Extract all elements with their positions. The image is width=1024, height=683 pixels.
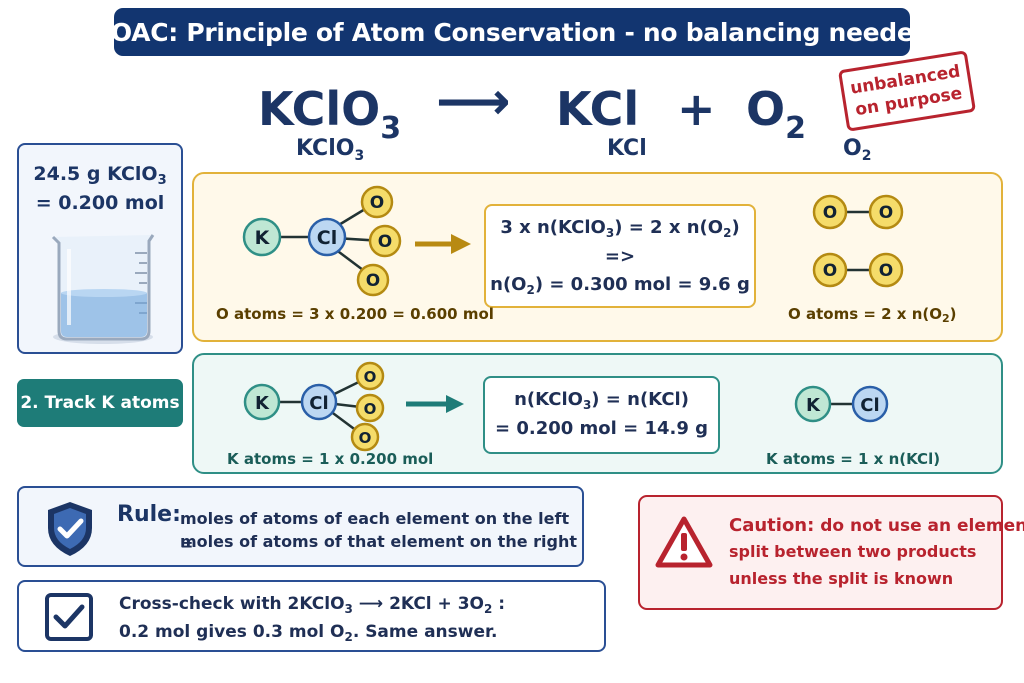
equation-product-kcl: KCl [556, 82, 640, 136]
checkbox-checked-icon [45, 593, 93, 641]
svg-text:O: O [823, 203, 837, 223]
column-header-kclo3: KClO3 [296, 136, 365, 164]
kcl-molecule: K Cl [794, 385, 889, 423]
cl-atom [300, 383, 338, 421]
o-atoms-right-caption: O atoms = 2 x n(O2) [788, 305, 957, 325]
rule-box: Rule: moles of atoms of each element on … [17, 486, 584, 567]
svg-text:Cl: Cl [309, 393, 328, 414]
cross-check-line-2: 0.2 mol gives 0.3 mol O2. Same answer. [119, 622, 498, 644]
shield-check-icon [48, 502, 92, 556]
equation-reactant: KClO 3 [258, 82, 402, 146]
beaker-icon [51, 234, 155, 344]
svg-text:O: O [823, 261, 837, 281]
o-atom [350, 422, 380, 452]
svg-text:O: O [364, 368, 377, 386]
o-atoms-left-caption: O atoms = 3 x 0.200 = 0.600 mol [216, 305, 494, 323]
svg-text:O: O [366, 271, 380, 291]
svg-text:O: O [359, 429, 372, 447]
svg-text:Cl: Cl [317, 227, 337, 249]
equation-plus: + [677, 82, 716, 136]
o-atom [868, 194, 904, 230]
column-header-kcl: KCl [607, 136, 647, 161]
o-atom [360, 185, 394, 219]
svg-text:K: K [255, 227, 271, 249]
rule-line-2: moles of atoms of that element on the ri… [180, 532, 577, 551]
o-atom [368, 224, 402, 258]
o-atom [812, 252, 848, 288]
cl-atom [851, 385, 889, 423]
rule-line-1: moles of atoms of each element on the le… [180, 509, 570, 554]
k-atom [794, 385, 832, 423]
rule-label: Rule: [117, 502, 181, 527]
svg-text:K: K [806, 395, 821, 416]
caution-box: Caution: do not use an element split bet… [638, 495, 1024, 610]
arrow-right-icon [406, 395, 464, 413]
o-atom [868, 252, 904, 288]
equation-arrow: ⟶ [436, 72, 511, 132]
mass-info-box: 24.5 g KClO3 = 0.200 mol [17, 143, 183, 354]
page-title: POAC: Principle of Atom Conservation - n… [93, 8, 931, 56]
svg-text:Cl: Cl [860, 395, 879, 416]
svg-text:O: O [370, 193, 384, 213]
svg-text:O: O [879, 203, 893, 223]
caution-line-2: split between two products [729, 542, 977, 561]
svg-text:K: K [255, 393, 270, 414]
o2-molecules: O O O O [812, 194, 904, 288]
o-atom [812, 194, 848, 230]
caution-line-1: Caution: do not use an element [729, 515, 1024, 536]
kclo3-molecule-o: K Cl O O O [242, 185, 402, 297]
unbalanced-stamp: unbalanced on purpose [837, 50, 977, 132]
svg-text:O: O [879, 261, 893, 281]
warning-triangle-icon [655, 516, 713, 568]
k-atoms-right-caption: K atoms = 1 x n(KCl) [766, 450, 941, 468]
cross-check-box: Cross-check with 2KClO3 ⟶ 2KCl + 3O2 : 0… [17, 580, 606, 652]
svg-text:O: O [364, 400, 377, 418]
kclo3-molecule-k: K Cl O O O [243, 361, 385, 452]
cl-atom [307, 217, 347, 257]
k-atoms-left-caption: K atoms = 1 x 0.200 mol [227, 450, 434, 468]
o-conservation-equation: 3 x n(KClO3) = 2 x n(O2) => n(O2) = 0.30… [484, 204, 756, 308]
track-k-label: 2. Track K atoms [17, 379, 183, 427]
o-atom [356, 263, 390, 297]
o-atom [355, 361, 385, 391]
caution-line-3: unless the split is known [729, 569, 954, 588]
svg-text:O: O [378, 232, 392, 252]
arrow-right-icon [415, 234, 471, 254]
k-atom [242, 217, 282, 257]
o-atom [355, 393, 385, 423]
k-atom [243, 383, 281, 421]
mass-text: 24.5 g KClO3 = 0.200 mol [33, 163, 167, 214]
k-conservation-equation: n(KClO3) = n(KCl) = 0.200 mol = 14.9 g [483, 376, 720, 454]
cross-check-line-1: Cross-check with 2KClO3 ⟶ 2KCl + 3O2 : [119, 594, 506, 616]
column-header-o2: O2 [843, 136, 872, 164]
